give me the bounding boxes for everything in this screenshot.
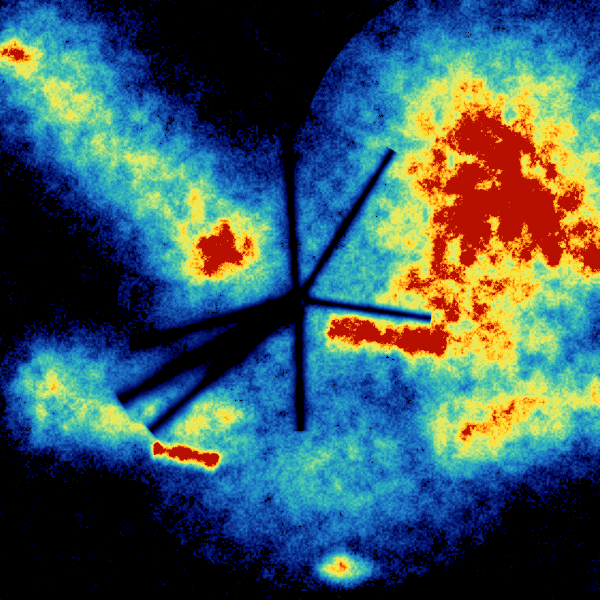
- false-color-intensity-map: [0, 0, 600, 600]
- false-color-image-viewport: [0, 0, 600, 600]
